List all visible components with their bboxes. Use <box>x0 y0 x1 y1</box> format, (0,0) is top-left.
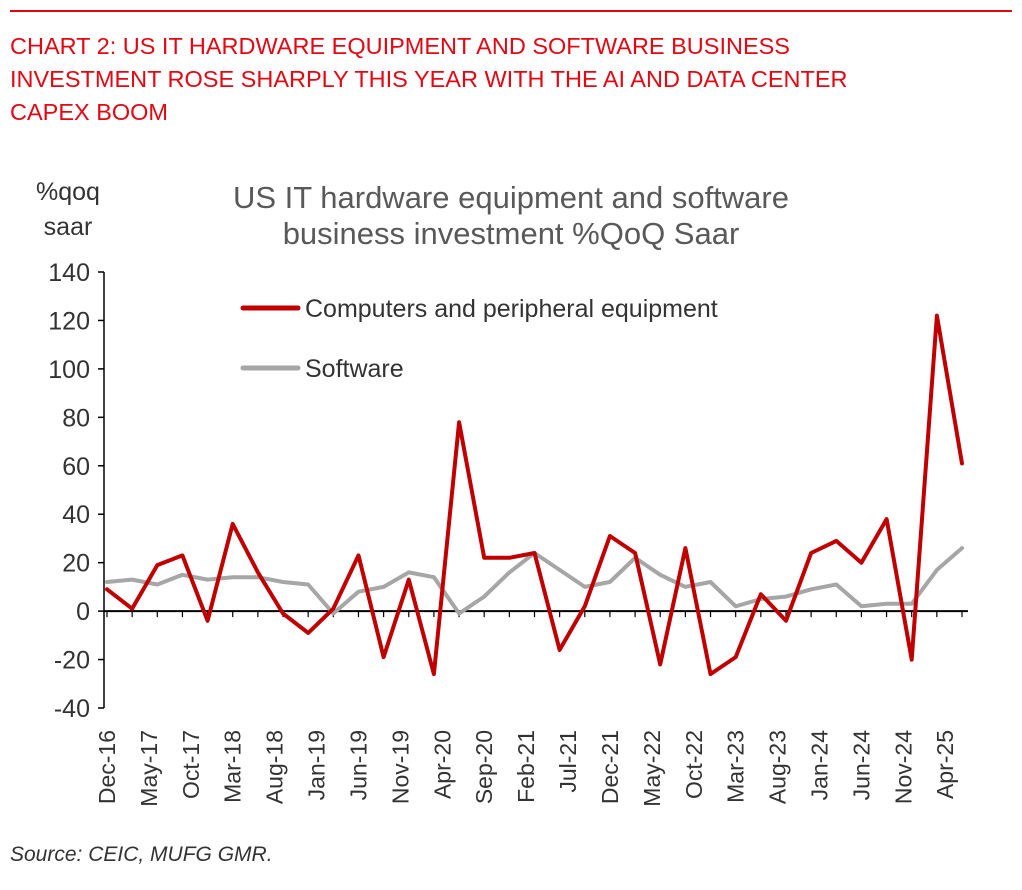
y-axis-label-line-1: %qoq <box>36 178 100 206</box>
y-tick-label: 120 <box>48 307 90 335</box>
x-tick-label: Nov-24 <box>890 730 916 804</box>
x-tick-label: May-22 <box>639 730 665 807</box>
x-tick-label: Jan-24 <box>807 730 833 801</box>
x-tick-label: Mar-23 <box>723 730 749 803</box>
heading-line-3: CAPEX BOOM <box>10 99 169 125</box>
x-tick-label: Sep-20 <box>471 730 497 804</box>
x-tick-label: Nov-19 <box>387 730 413 804</box>
y-tick-label: 20 <box>62 550 90 578</box>
heading-line-2: INVESTMENT ROSE SHARPLY THIS YEAR WITH T… <box>10 66 848 92</box>
heading-line-1: CHART 2: US IT HARDWARE EQUIPMENT AND SO… <box>10 33 790 59</box>
legend-label-software: Software <box>305 355 404 383</box>
y-tick-label: -20 <box>54 647 90 675</box>
x-tick-label: Aug-18 <box>262 730 288 804</box>
y-tick-label: 80 <box>62 404 90 432</box>
x-tick-label: Jun-24 <box>848 730 874 801</box>
y-tick-label: 60 <box>62 453 90 481</box>
chart-title-line-1: US IT hardware equipment and software <box>233 180 789 215</box>
y-tick-label: 100 <box>48 356 90 384</box>
x-tick-label: Aug-23 <box>765 730 791 804</box>
x-tick-label: Feb-21 <box>513 730 539 803</box>
x-tick-label: Oct-22 <box>681 730 707 799</box>
x-tick-label: Oct-17 <box>178 730 204 799</box>
x-tick-label: Jun-19 <box>345 730 371 800</box>
y-tick-label: 140 <box>48 259 90 287</box>
x-tick-label: May-17 <box>136 730 162 807</box>
x-tick-label: Apr-25 <box>932 730 958 799</box>
chart-title-line-2: business investment %QoQ Saar <box>283 216 740 251</box>
x-tick-label: Jan-19 <box>304 730 330 800</box>
y-tick-label: 40 <box>62 501 90 529</box>
x-tick-label: Mar-18 <box>220 730 246 803</box>
top-rule <box>10 10 1012 12</box>
x-tick-label: Dec-16 <box>94 730 120 804</box>
page-heading: CHART 2: US IT HARDWARE EQUIPMENT AND SO… <box>10 30 1010 129</box>
x-tick-label: Jul-21 <box>555 730 581 793</box>
source-note: Source: CEIC, MUFG GMR. <box>10 843 273 866</box>
x-tick-label: Apr-20 <box>429 730 455 799</box>
y-tick-label: -40 <box>54 695 90 723</box>
x-tick-label: Dec-21 <box>597 730 623 804</box>
y-tick-label: 0 <box>76 598 90 626</box>
y-axis-label-line-2: saar <box>44 213 93 241</box>
legend-label-computers: Computers and peripheral equipment <box>305 295 718 323</box>
series-line-computers <box>105 313 964 677</box>
